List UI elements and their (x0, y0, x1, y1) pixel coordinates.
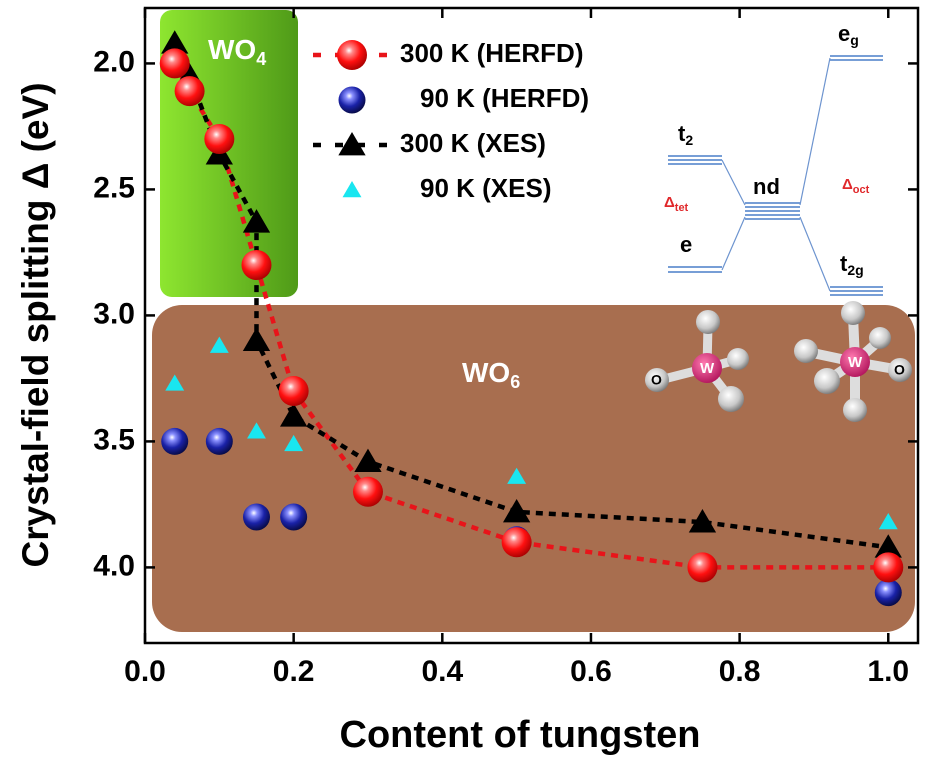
octahedral-molecule: W O (794, 301, 912, 422)
x-tick-label: 1.0 (867, 655, 909, 688)
data-point (874, 534, 902, 558)
nd-label: nd (753, 174, 780, 199)
data-point (209, 336, 229, 353)
data-point (247, 422, 266, 439)
data-point (161, 427, 189, 455)
data-point (280, 403, 308, 427)
plot-frame (143, 6, 920, 645)
wo4-label: WO4 (208, 34, 266, 68)
data-point (161, 30, 189, 54)
y-tick-label: 4.0 (93, 549, 135, 582)
wo6-label: WO6 (462, 357, 520, 391)
e-label: e (680, 232, 692, 257)
data-point (873, 552, 904, 583)
data-point (278, 376, 309, 407)
y-tick-label: 3.0 (93, 297, 135, 330)
x-tick-label: 0.4 (421, 655, 463, 688)
w-label: W (848, 354, 863, 371)
delta-tet-label: Δtet (664, 194, 689, 214)
data-point (284, 434, 304, 452)
legend-marker (338, 132, 366, 156)
o-label: O (651, 372, 662, 388)
data-point (242, 503, 270, 531)
o-label: O (894, 362, 905, 378)
y-tick-label: 2.5 (93, 171, 135, 204)
eg-label: eg (838, 21, 859, 48)
t2g-label: t2g (840, 251, 864, 278)
data-point (352, 476, 383, 507)
data-point (165, 374, 185, 391)
data-point (205, 427, 233, 455)
y-tick-label: 3.5 (93, 423, 135, 456)
data-point (242, 209, 271, 233)
data-point (688, 509, 717, 533)
x-tick-label: 0.0 (124, 655, 166, 688)
energy-diagram: t2 e nd eg t2g Δtet Δoct (664, 21, 883, 296)
w-label: W (700, 360, 715, 377)
data-point (354, 448, 382, 472)
delta-oct-label: Δoct (842, 176, 870, 196)
legend-label: 90 K (XES) (420, 173, 552, 203)
data-point (241, 250, 272, 281)
legend-label: 300 K (HERFD) (400, 38, 583, 68)
x-tick-label: 0.2 (273, 655, 315, 688)
data-point (507, 467, 527, 484)
y-tick-label: 2.0 (93, 45, 135, 78)
data-point (687, 552, 718, 583)
y-axis-title: Crystal-field splitting Δ (eV) (15, 82, 56, 567)
tetrahedral-molecule: W O (645, 310, 749, 412)
legend-label: 300 K (XES) (400, 128, 546, 158)
data-point (242, 327, 271, 352)
legend-marker (337, 40, 367, 70)
data-point (501, 527, 532, 558)
data-point (174, 76, 205, 107)
legend-label: 90 K (HERFD) (420, 83, 589, 113)
data-point (159, 48, 190, 79)
data-point (280, 503, 308, 531)
x-axis-title: Content of tungsten (340, 714, 701, 756)
legend-marker (338, 86, 366, 114)
x-tick-label: 0.6 (570, 655, 612, 688)
data-point (204, 124, 235, 155)
legend-marker (342, 181, 362, 198)
t2-label: t2 (678, 121, 693, 148)
data-point (874, 579, 902, 607)
fit-line (172, 42, 889, 550)
x-tick-label: 0.8 (719, 655, 761, 688)
data-point (502, 498, 531, 523)
data-point (878, 513, 898, 530)
fit-line (172, 62, 889, 570)
